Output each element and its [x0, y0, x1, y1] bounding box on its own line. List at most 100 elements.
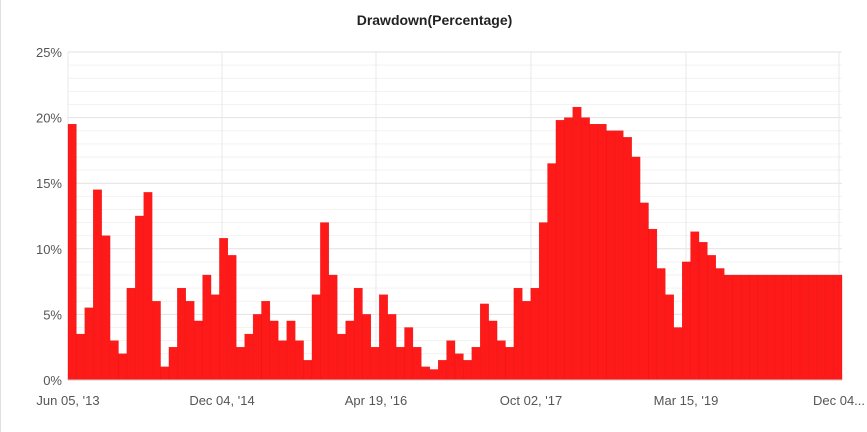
- drawdown-bar: [93, 189, 102, 381]
- drawdown-bar: [648, 228, 658, 381]
- drawdown-bar: [219, 238, 228, 381]
- drawdown-bar: [143, 192, 153, 381]
- drawdown-bar: [530, 288, 540, 381]
- drawdown-bar: [808, 274, 817, 381]
- drawdown-bar: [151, 301, 161, 381]
- drawdown-bar: [379, 294, 388, 381]
- drawdown-bar: [236, 347, 245, 381]
- drawdown-bar: [168, 347, 178, 381]
- x-tick-label: Jun 05, '13: [36, 393, 99, 408]
- y-tick-label: 10%: [36, 242, 62, 257]
- drawdown-bar: [816, 274, 826, 381]
- drawdown-bar: [84, 307, 94, 381]
- drawdown-bar: [210, 294, 220, 381]
- drawdown-bar: [505, 347, 515, 381]
- drawdown-bar: [429, 369, 439, 381]
- drawdown-bar: [278, 340, 287, 381]
- drawdown-bar: [118, 353, 128, 381]
- drawdown-bar: [724, 274, 733, 381]
- drawdown-bar: [572, 106, 582, 381]
- drawdown-bar: [538, 222, 548, 381]
- drawdown-bar: [606, 130, 615, 381]
- drawdown-bar: [665, 294, 674, 381]
- drawdown-bar: [673, 327, 683, 381]
- drawdown-bar: [395, 347, 405, 381]
- drawdown-bar: [555, 120, 565, 381]
- drawdown-bar: [496, 340, 506, 381]
- drawdown-bar: [412, 347, 422, 381]
- drawdown-bar: [564, 117, 573, 381]
- drawdown-bar: [67, 124, 77, 381]
- drawdown-bar: [387, 314, 397, 381]
- drawdown-bar: [690, 231, 700, 381]
- drawdown-bar: [101, 235, 111, 381]
- drawdown-bar: [227, 255, 237, 381]
- drawdown-bar: [522, 301, 531, 381]
- drawdown-bar: [126, 288, 136, 381]
- drawdown-bar: [833, 274, 843, 381]
- drawdown-bar: [757, 274, 767, 381]
- y-tick-label: 20%: [36, 111, 62, 126]
- drawdown-bar: [286, 320, 296, 381]
- drawdown-bar: [766, 274, 775, 381]
- y-tick-label: 15%: [36, 176, 62, 191]
- drawdown-bar: [244, 333, 254, 381]
- drawdown-bar: [799, 274, 809, 381]
- x-tick-label: Oct 02, '17: [500, 393, 562, 408]
- drawdown-bar: [480, 303, 489, 381]
- drawdown-bar: [311, 294, 321, 381]
- drawdown-bar: [185, 301, 195, 381]
- drawdown-bar: [589, 124, 599, 381]
- drawdown-bar: [454, 353, 464, 381]
- drawdown-bar: [639, 202, 649, 381]
- drawdown-bar: [295, 340, 304, 381]
- drawdown-bar: [421, 366, 430, 381]
- drawdown-bar: [656, 268, 666, 381]
- drawdown-bar: [597, 124, 607, 381]
- drawdown-bar: [362, 314, 372, 381]
- drawdown-bar: [160, 366, 170, 381]
- drawdown-bar: [715, 268, 725, 381]
- drawdown-bar: [631, 156, 641, 381]
- x-tick-label: Dec 04, '14: [189, 393, 254, 408]
- drawdown-bar: [303, 360, 313, 381]
- drawdown-bar: [446, 340, 456, 381]
- x-tick-label: Apr 19, '16: [345, 393, 407, 408]
- drawdown-bar: [194, 320, 203, 381]
- y-tick-label: 25%: [36, 45, 62, 60]
- drawdown-bar: [471, 347, 481, 381]
- drawdown-bar: [682, 261, 691, 381]
- drawdown-bar: [782, 274, 792, 381]
- drawdown-bar: [320, 222, 329, 381]
- drawdown-bar: [370, 347, 380, 381]
- drawdown-bar: [547, 163, 557, 381]
- drawdown-bar: [623, 137, 632, 381]
- drawdown-bar: [825, 274, 834, 381]
- drawdown-bar: [337, 333, 346, 381]
- drawdown-bar: [404, 327, 414, 381]
- drawdown-bar: [488, 320, 498, 381]
- drawdown-bar: [252, 314, 262, 381]
- drawdown-bar: [791, 274, 801, 381]
- drawdown-bar: [202, 274, 212, 381]
- chart-title: Drawdown(Percentage): [356, 12, 513, 28]
- drawdown-bar: [76, 333, 85, 381]
- x-tick-label: Mar 15, '19: [654, 393, 719, 408]
- y-tick-label: 5%: [43, 307, 62, 322]
- drawdown-bar: [740, 274, 750, 381]
- drawdown-bar: [261, 301, 271, 381]
- drawdown-bar: [463, 360, 472, 381]
- drawdown-bar: [353, 288, 363, 381]
- drawdown-bar: [328, 274, 338, 381]
- y-tick-label: 0%: [43, 373, 62, 388]
- drawdown-bar: [135, 215, 144, 381]
- drawdown-bar: [707, 255, 716, 381]
- drawdown-bar: [177, 288, 186, 381]
- drawdown-bar: [345, 320, 355, 381]
- drawdown-bar: [438, 360, 447, 381]
- drawdown-bar: [109, 340, 119, 381]
- drawdown-bar: [581, 117, 590, 381]
- drawdown-bar: [749, 274, 759, 381]
